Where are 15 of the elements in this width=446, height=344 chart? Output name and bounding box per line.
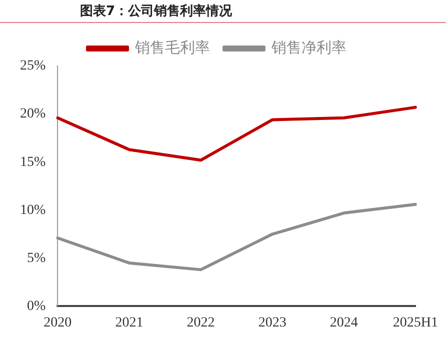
x-tick-label: 2023 xyxy=(258,315,286,330)
x-tick-label: 2020 xyxy=(44,315,72,330)
y-tick-label: 25% xyxy=(20,58,46,74)
x-tick-label: 2021 xyxy=(115,315,144,330)
legend-label: 销售净利率 xyxy=(270,38,346,56)
legend-label: 销售毛利率 xyxy=(134,38,210,56)
x-tick-label: 2022 xyxy=(186,315,215,330)
chart-title: 图表7：公司销售利率情况 xyxy=(0,0,446,23)
y-tick-label: 0% xyxy=(26,298,46,314)
x-tick-label: 2024 xyxy=(330,315,358,330)
y-tick-label: 5% xyxy=(26,250,46,266)
x-tick-label: 2025H1 xyxy=(392,315,438,330)
y-tick-label: 20% xyxy=(20,106,46,122)
y-tick-label: 10% xyxy=(20,202,46,218)
y-tick-label: 15% xyxy=(20,154,46,170)
